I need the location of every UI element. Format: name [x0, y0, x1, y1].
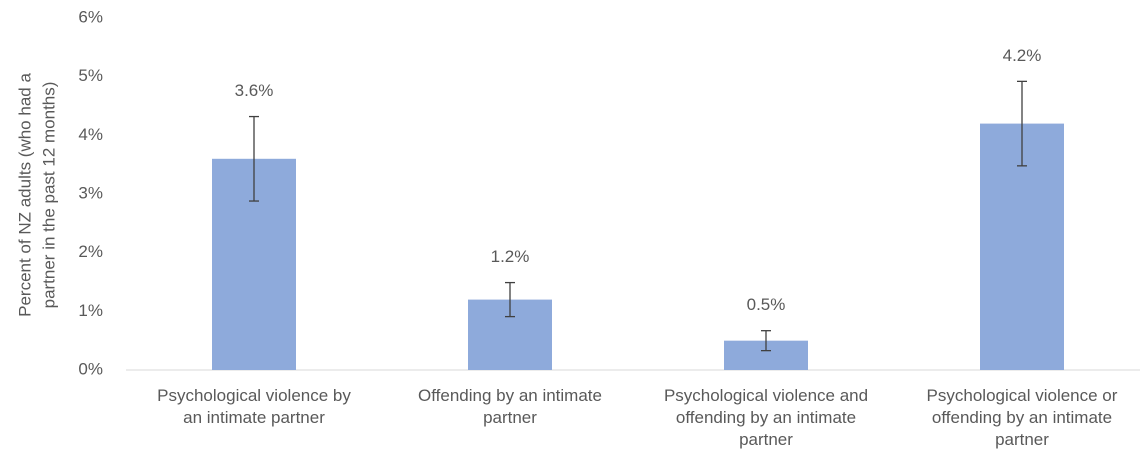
y-axis-label: partner in the past 12 months): [39, 82, 58, 309]
x-tick-label: Psychological violence and offending by …: [663, 386, 869, 449]
y-tick-label: 0%: [78, 359, 103, 378]
y-axis-label: Percent of NZ adults (who had a: [15, 73, 34, 317]
x-tick-label: Psychological violence by an intimate pa…: [157, 386, 351, 427]
x-tick-label: Psychological violence or offending by a…: [926, 386, 1118, 449]
error-bar: [761, 330, 771, 352]
value-label: 0.5%: [747, 295, 786, 314]
y-tick-label: 2%: [78, 242, 103, 261]
value-label: 4.2%: [1003, 46, 1042, 65]
y-tick-label: 4%: [78, 125, 103, 144]
y-tick-label: 1%: [78, 301, 103, 320]
error-bar: [249, 115, 259, 202]
x-tick-label: Offending by an intimate partner: [418, 386, 602, 427]
y-tick-label: 6%: [78, 7, 103, 26]
y-tick-label: 3%: [78, 183, 103, 202]
error-bar: [505, 281, 515, 318]
y-tick-label: 5%: [78, 66, 103, 85]
value-label: 3.6%: [235, 81, 274, 100]
value-label: 1.2%: [491, 247, 530, 266]
error-bar: [1017, 80, 1027, 167]
